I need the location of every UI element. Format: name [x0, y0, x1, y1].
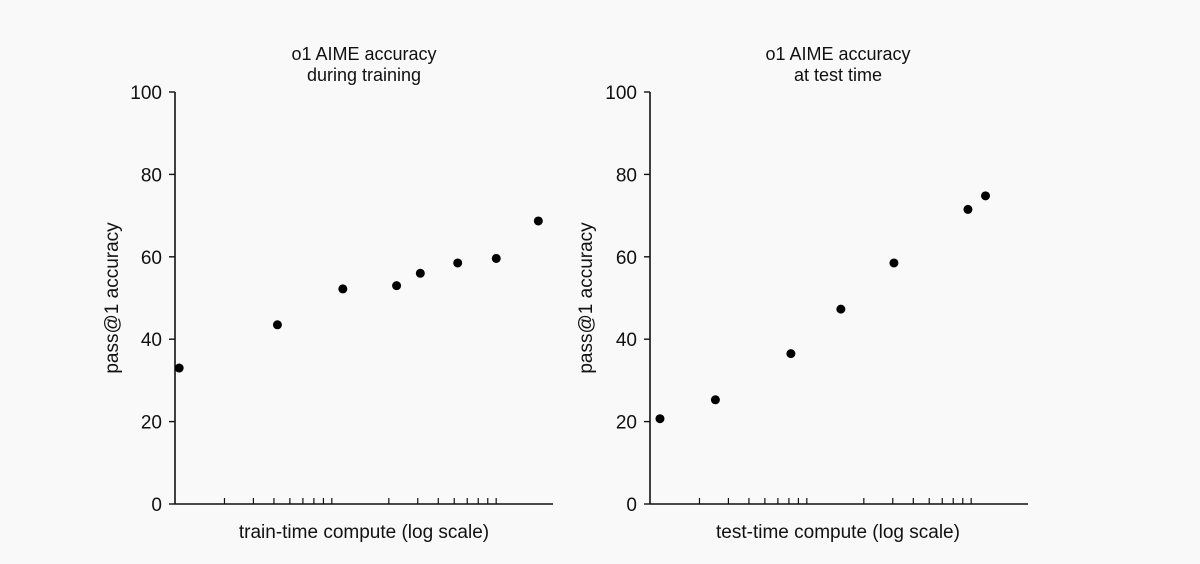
- data-point: [710, 395, 720, 405]
- x-axis-label: train-time compute (log scale): [239, 522, 489, 543]
- y-tick-label: 20: [141, 413, 162, 434]
- y-tick-label: 80: [141, 165, 162, 186]
- y-tick-label: 60: [616, 248, 637, 269]
- data-points: [655, 191, 990, 424]
- data-point: [786, 349, 796, 359]
- y-tick-label: 0: [151, 495, 162, 516]
- y-axis-label: pass@1 accuracy: [102, 222, 123, 374]
- data-point: [415, 268, 425, 278]
- data-point: [491, 253, 501, 263]
- data-point: [453, 258, 463, 268]
- y-tick-label: 60: [141, 248, 162, 269]
- data-point: [655, 414, 665, 424]
- data-point: [889, 258, 899, 268]
- chart-title-line-1: o1 AIME accuracy: [291, 44, 436, 64]
- chart-title-line-1: o1 AIME accuracy: [765, 44, 910, 64]
- chart-title-line-2: during training: [307, 65, 421, 85]
- chart-train-time: o1 AIME accuracy during training pass@1 …: [102, 44, 553, 543]
- y-tick-label: 100: [130, 83, 162, 104]
- chart-title-line-2: at test time: [794, 65, 882, 85]
- axes: [649, 92, 1028, 505]
- data-point: [963, 204, 973, 214]
- y-tick-label: 0: [626, 495, 637, 516]
- x-axis-label: test-time compute (log scale): [716, 522, 960, 543]
- x-minor-ticks: [223, 498, 497, 504]
- y-tick-label: 20: [616, 413, 637, 434]
- data-point: [392, 281, 402, 291]
- data-point: [174, 363, 184, 373]
- data-point: [272, 320, 282, 330]
- y-ticks: 0 20 40 60 80 100: [605, 83, 650, 516]
- y-tick-label: 40: [616, 330, 637, 351]
- data-point: [533, 216, 543, 226]
- y-axis-label: pass@1 accuracy: [576, 222, 597, 374]
- axes: [174, 92, 553, 505]
- data-points: [174, 216, 543, 373]
- y-ticks: 0 20 40 60 80 100: [130, 83, 175, 516]
- x-minor-ticks: [698, 498, 972, 504]
- y-tick-label: 80: [616, 165, 637, 186]
- data-point: [836, 304, 846, 314]
- data-point: [980, 191, 990, 201]
- chart-test-time: o1 AIME accuracy at test time pass@1 acc…: [576, 44, 1028, 543]
- y-tick-label: 40: [141, 330, 162, 351]
- y-tick-label: 100: [605, 83, 637, 104]
- data-point: [338, 284, 348, 294]
